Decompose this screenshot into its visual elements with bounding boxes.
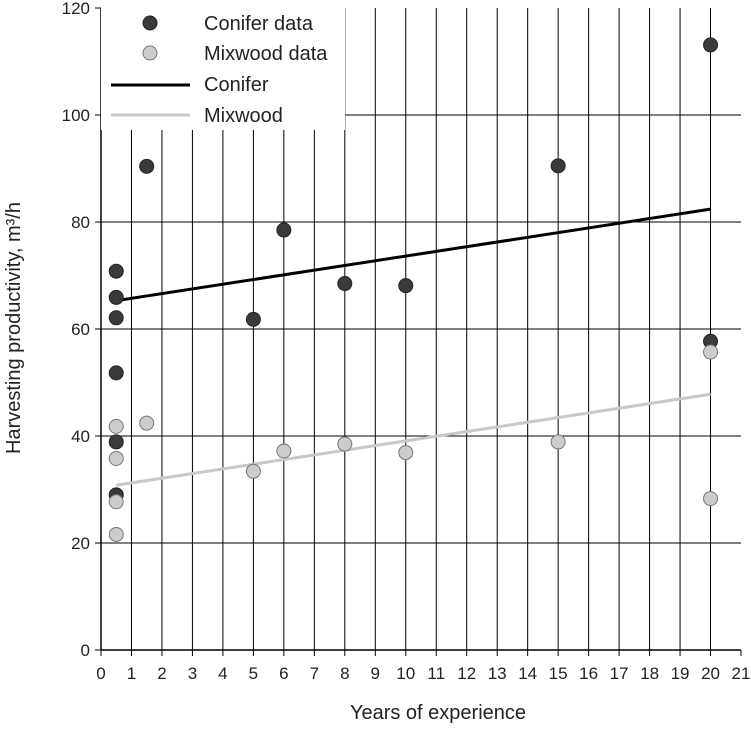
point-mixwood-data: [703, 344, 719, 360]
legend: Conifer data Mixwood data Conifer Mixwoo…: [101, 8, 345, 130]
y-tick-label: 0: [81, 641, 90, 660]
legend-label-mixwood: Mixwood: [204, 105, 283, 127]
x-tick-label: 19: [671, 664, 690, 683]
point-conifer-data: [276, 222, 292, 238]
x-tick-label: 6: [279, 664, 288, 683]
point-conifer-data: [398, 278, 414, 294]
y-tick-label: 60: [71, 320, 90, 339]
x-tick-label: 3: [188, 664, 197, 683]
x-tick-label: 13: [488, 664, 507, 683]
y-tick-labels: 0 20 40 60 80 100 120: [62, 0, 90, 660]
y-tick-label: 100: [62, 106, 90, 125]
trend-line-mixwood: [116, 392, 711, 487]
x-tick-label: 4: [218, 664, 227, 683]
point-conifer-data: [108, 365, 124, 381]
point-mixwood-data: [245, 463, 261, 479]
point-mixwood-data: [550, 434, 566, 450]
point-conifer-data: [550, 158, 566, 174]
x-tick-label: 10: [396, 664, 415, 683]
x-tick-label: 9: [371, 664, 380, 683]
legend-marker-mixwood-data: [142, 45, 158, 61]
point-conifer-data: [245, 311, 261, 327]
y-axis-title: Harvesting productivity, m³/h: [3, 202, 25, 454]
point-conifer-data: [337, 276, 353, 292]
legend-box: [101, 8, 345, 130]
data-points: [108, 37, 719, 542]
x-tick-label: 18: [640, 664, 659, 683]
y-tick-label: 80: [71, 213, 90, 232]
point-conifer-data: [108, 289, 124, 305]
x-tick-label: 20: [701, 664, 720, 683]
point-mixwood-data: [337, 436, 353, 452]
x-tick-label: 5: [249, 664, 258, 683]
x-axis-title: Years of experience: [350, 702, 526, 724]
legend-marker-conifer-data: [142, 15, 158, 31]
point-conifer-data: [703, 37, 719, 53]
x-tick-label: 12: [457, 664, 476, 683]
y-tick-label: 120: [62, 0, 90, 18]
legend-label-conifer: Conifer: [204, 74, 269, 96]
y-tick-label: 20: [71, 534, 90, 553]
point-mixwood-data: [703, 491, 719, 507]
trend-lines: [116, 207, 711, 487]
legend-label-mixwood-data: Mixwood data: [204, 43, 328, 65]
point-mixwood-data: [139, 415, 155, 431]
x-tick-label: 16: [579, 664, 598, 683]
x-tick-label: 17: [610, 664, 629, 683]
point-conifer-data: [108, 310, 124, 326]
point-mixwood-data: [398, 445, 414, 461]
point-mixwood-data: [108, 418, 124, 434]
trend-line-conifer: [116, 207, 711, 303]
point-conifer-data: [108, 434, 124, 450]
x-tick-label: 0: [96, 664, 105, 683]
x-tick-label: 11: [427, 664, 445, 683]
point-conifer-data: [108, 263, 124, 279]
x-tick-label: 8: [340, 664, 349, 683]
point-mixwood-data: [108, 526, 124, 542]
x-tick-label: 21: [732, 664, 751, 683]
x-tick-label: 7: [310, 664, 319, 683]
legend-label-conifer-data: Conifer data: [204, 13, 314, 35]
x-tick-label: 2: [157, 664, 166, 683]
x-tick-labels: 0 1 2 3 4 5 6 7 8 9 10 11 12 13 14 15 16 17 18 19 20 21: [96, 664, 750, 683]
point-mixwood-data: [276, 443, 292, 459]
point-mixwood-data: [108, 450, 124, 466]
point-mixwood-data: [108, 494, 124, 510]
x-tick-label: 15: [549, 664, 568, 683]
x-tick-label: 14: [518, 664, 537, 683]
point-conifer-data: [139, 158, 155, 174]
y-tick-label: 40: [71, 427, 90, 446]
x-tick-label: 1: [127, 664, 136, 683]
